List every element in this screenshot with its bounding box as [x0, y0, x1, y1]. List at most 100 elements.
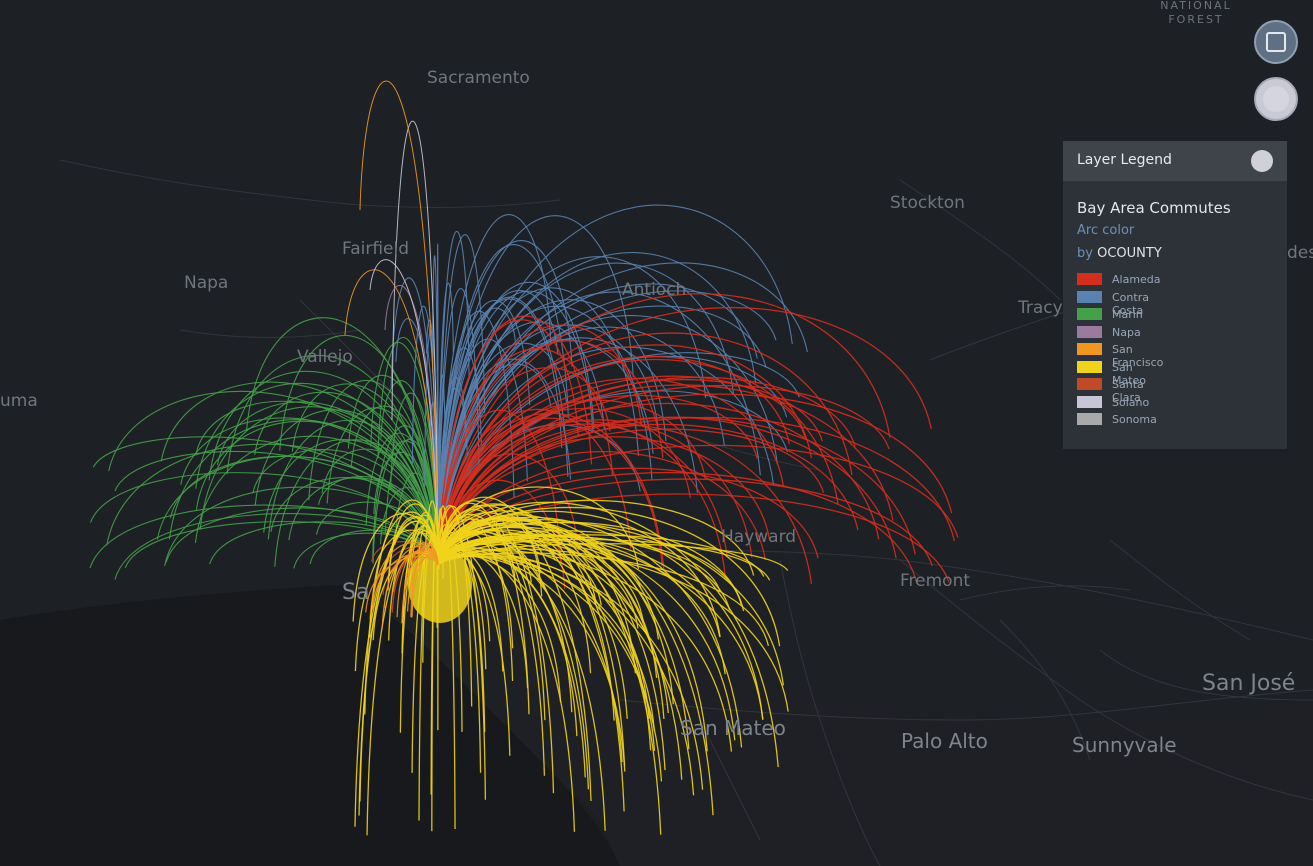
map-label-san-jose: San José	[1202, 671, 1296, 696]
commute-arc	[168, 419, 439, 566]
commute-arc	[391, 120, 439, 566]
map-label-hayward: Hayward	[721, 527, 797, 547]
commute-arc	[437, 384, 890, 566]
map-label-fairfield: Fairfield	[342, 239, 410, 259]
commute-arc	[437, 505, 456, 830]
commute-arc	[437, 332, 853, 566]
commute-arc	[437, 521, 745, 612]
commute-arc	[437, 359, 839, 566]
commute-arc	[437, 214, 552, 566]
arc-origin-cluster	[408, 547, 472, 623]
commute-arc	[437, 423, 859, 566]
commute-arc	[344, 269, 439, 566]
commute-arc	[437, 505, 487, 800]
commute-arcs-layer	[89, 80, 959, 836]
map-label-sunnyvale: Sunnyvale	[1072, 733, 1177, 757]
commute-arc	[437, 393, 953, 566]
commute-arc	[437, 409, 562, 566]
legend-by-field: OCOUNTY	[1097, 246, 1162, 261]
commute-arc	[366, 532, 439, 836]
commute-arc	[437, 290, 594, 566]
legend-item-label: San Francisco	[1112, 343, 1164, 369]
commute-arc	[365, 556, 439, 613]
commute-arc	[369, 259, 439, 566]
map-label-napa: Napa	[184, 273, 229, 293]
commute-arc	[246, 317, 439, 566]
legend-swatch	[1077, 413, 1102, 425]
commute-arc	[437, 428, 825, 566]
commute-arc	[437, 420, 726, 575]
legend-by-line: by OCOUNTY	[1077, 246, 1162, 261]
commute-arc	[372, 552, 439, 610]
commute-arc	[437, 287, 639, 566]
commute-arc	[108, 390, 439, 566]
legend-title: Layer Legend	[1077, 152, 1172, 168]
commute-arc	[437, 444, 959, 566]
commute-arc	[437, 419, 753, 566]
commute-arc	[437, 523, 652, 751]
legend-swatch	[1077, 273, 1102, 285]
commute-arc	[437, 355, 790, 566]
commute-arc	[437, 230, 470, 566]
legend-item-label: Santa Clara	[1112, 378, 1144, 404]
legend-swatch	[1077, 343, 1102, 355]
legend-swatch	[1077, 290, 1102, 303]
commute-arc	[124, 521, 439, 569]
bay-area-water	[470, 600, 1313, 866]
map-label-san-francisco-partial: Sa	[342, 580, 370, 605]
legend-swatch	[1077, 378, 1102, 390]
commute-arc	[226, 354, 439, 566]
commute-arc	[437, 525, 482, 773]
commute-arc	[106, 443, 439, 566]
legend-swatch	[1077, 325, 1102, 338]
commute-arc	[89, 472, 439, 566]
commute-arc	[437, 326, 725, 566]
commute-arc	[437, 416, 897, 566]
settings-button[interactable]	[1254, 77, 1298, 121]
commute-arc	[437, 307, 932, 566]
commute-arc	[437, 262, 735, 566]
ocean-area	[0, 585, 620, 866]
legend-swatch	[1077, 360, 1102, 373]
map-label-vallejo: Vallejo	[297, 347, 353, 367]
legend-layer-name: Bay Area Commutes	[1077, 199, 1231, 217]
commute-arc	[437, 526, 660, 640]
commute-arc	[359, 80, 439, 566]
commute-arc	[437, 467, 819, 566]
pause-button[interactable]	[1254, 20, 1298, 64]
commute-arc	[437, 324, 642, 566]
map-label-palo-alto: Palo Alto	[901, 729, 988, 753]
commute-arc	[437, 319, 579, 566]
commute-arc	[437, 324, 659, 566]
commute-arc	[372, 425, 439, 566]
commute-arc	[402, 546, 439, 605]
map-label-petaluma-partial: uma	[0, 391, 38, 411]
legend-header[interactable]: Layer Legend	[1063, 141, 1287, 181]
commute-arc	[399, 511, 439, 733]
map-label-antioch: Antioch	[622, 280, 687, 300]
commute-arc	[437, 510, 662, 835]
legend-item-label: Sonoma	[1112, 413, 1157, 426]
commute-arc	[437, 305, 767, 566]
legend-item-label: Alameda	[1112, 273, 1161, 286]
commute-arc	[437, 378, 823, 566]
commute-arc	[437, 252, 757, 566]
map-label-stockton: Stockton	[890, 193, 965, 213]
commute-arc	[437, 548, 789, 712]
layer-legend-panel: Layer Legend Bay Area Commutes Arc color…	[1063, 141, 1287, 449]
commute-arc	[321, 448, 439, 566]
commute-arc	[254, 391, 439, 566]
settings-icon	[1263, 86, 1289, 112]
commute-arc	[390, 277, 439, 566]
pause-icon	[1266, 32, 1286, 52]
map-label-tracy: Tracy	[1018, 298, 1063, 318]
commute-arc	[252, 449, 439, 566]
commute-arc	[437, 288, 480, 566]
legend-toggle-icon[interactable]	[1251, 150, 1273, 172]
commute-arc	[380, 380, 439, 566]
commute-arc	[437, 534, 731, 611]
commute-arc	[373, 451, 439, 566]
legend-arc-color-label: Arc color	[1077, 223, 1135, 238]
map-label-modesto-partial: des	[1287, 243, 1313, 263]
